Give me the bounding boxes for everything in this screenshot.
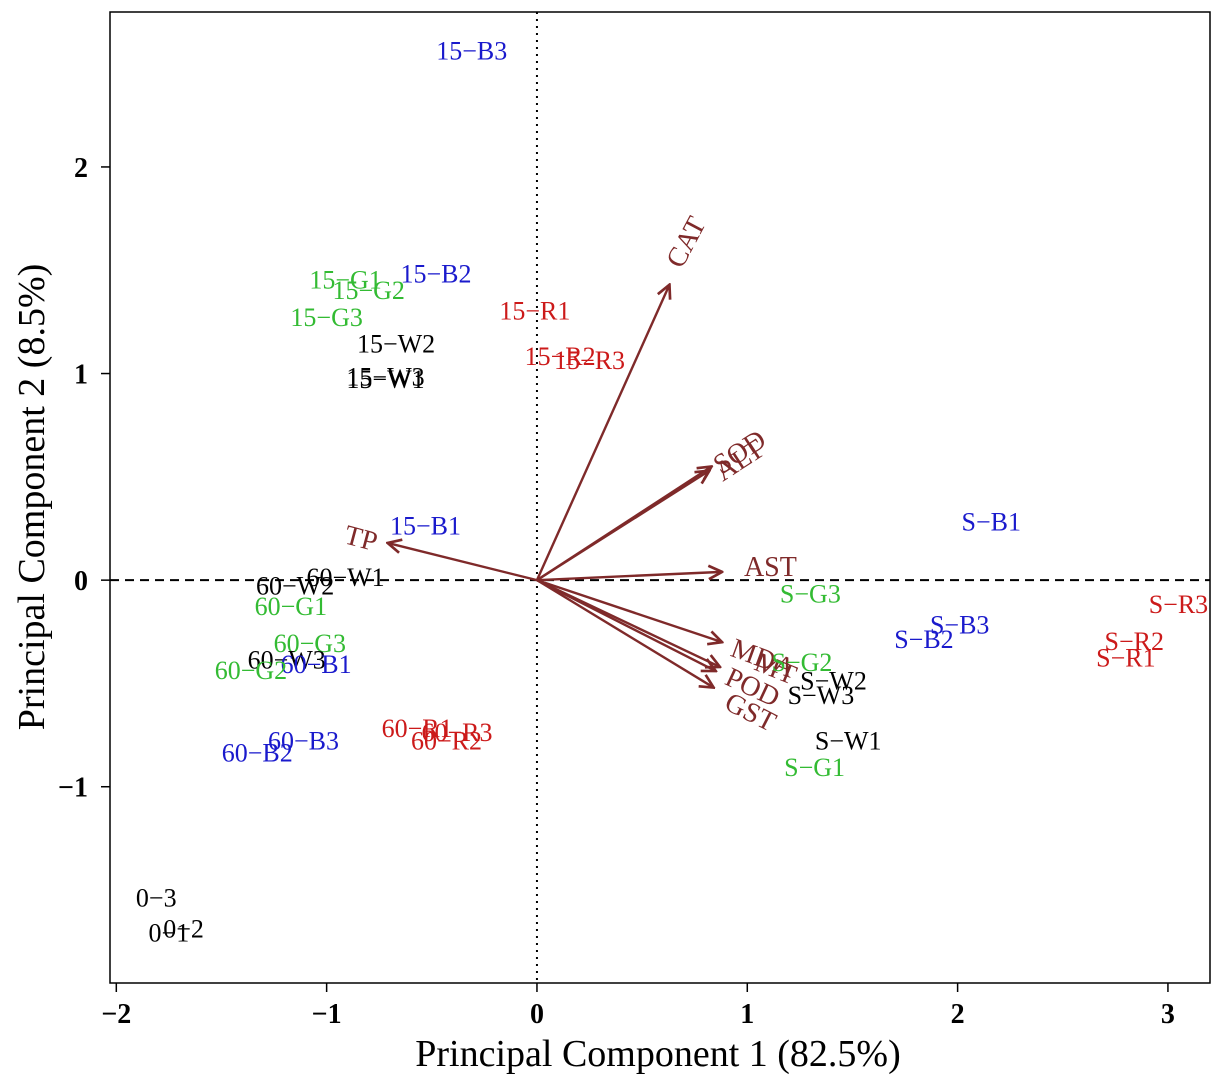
y-tick-label: 2 [74, 153, 88, 184]
sample-point-label: S−G2 [772, 648, 833, 677]
x-tick-label: 3 [1161, 999, 1175, 1030]
sample-point-label: 15−R1 [499, 297, 570, 326]
sample-point-label: 15−W1 [346, 365, 424, 394]
sample-point-label: 15−R2 [525, 342, 596, 371]
loading-arrow-mda [536, 579, 722, 642]
y-tick-label: −1 [58, 773, 88, 804]
loading-arrow-ast [536, 572, 722, 582]
plot-area: −2 −1 0 1 2 3−1012CATSODALTTPASTMDAMTPODGST15… [58, 11, 1211, 1030]
loading-arrow-alt [536, 471, 709, 582]
sample-point-label: 60−G1 [255, 592, 327, 621]
y-axis-title: Principal Component 2 (8.5%) [11, 264, 53, 730]
sample-point-label: 0−2 [163, 914, 204, 943]
sample-point-label: 15−B2 [400, 259, 471, 288]
loading-label-cat: CAT [660, 212, 712, 273]
sample-point-label: S−B1 [962, 507, 1021, 536]
sample-point-label: 15−B3 [436, 36, 507, 65]
x-tick-label: −1 [312, 999, 342, 1030]
x-tick-label: 0 [530, 999, 544, 1030]
loading-label-tp: TP [341, 520, 381, 558]
sample-point-label: S−R2 [1105, 627, 1164, 656]
sample-point-label: 60−B3 [268, 726, 339, 755]
sample-point-label: S−R1 [1096, 644, 1155, 673]
x-tick-label: 2 [951, 999, 965, 1030]
x-tick-label: −2 [101, 999, 131, 1030]
sample-point-label: 60−W2 [256, 571, 334, 600]
sample-point-label: S−W2 [800, 666, 867, 695]
sample-point-label: 15−G1 [309, 266, 381, 295]
sample-point-label: 60−R1 [382, 714, 453, 743]
sample-point-label: 60−B1 [281, 650, 352, 679]
loading-arrow-gst [536, 579, 714, 687]
sample-point-label: S−R3 [1149, 590, 1208, 619]
loading-arrow-pod [536, 579, 716, 671]
plot-frame [109, 11, 1211, 984]
sample-point-label: 60−W1 [306, 563, 384, 592]
sample-point-label: 0−1 [149, 918, 190, 947]
sample-point-label: 15−G2 [332, 276, 404, 305]
sample-point-label: S−G3 [780, 580, 841, 609]
loading-label-ast: AST [744, 552, 797, 583]
sample-point-label: 15−W2 [357, 330, 435, 359]
sample-point-label: 60−G3 [274, 629, 346, 658]
sample-point-label: S−B2 [894, 625, 953, 654]
sample-point-label: 0−3 [136, 883, 177, 912]
sample-point-label: S−W3 [788, 681, 855, 710]
sample-point-label: 60−B2 [222, 739, 293, 768]
sample-point-label: 15−B1 [390, 511, 461, 540]
sample-point-label: 60−G2 [215, 656, 287, 685]
sample-point-label: 60−R3 [422, 718, 493, 747]
sample-point-label: S−W1 [815, 726, 882, 755]
sample-point-label: 60−W3 [248, 646, 326, 675]
sample-point-label: S−B3 [930, 611, 989, 640]
sample-point-label: 15−W3 [346, 363, 424, 392]
sample-point-label: S−G1 [784, 753, 845, 782]
x-axis-title: Principal Component 1 (82.5%) [415, 1033, 900, 1075]
sample-point-label: 60−R2 [411, 726, 482, 755]
y-tick-label: 0 [74, 566, 88, 597]
sample-point-label: 15−G3 [290, 303, 362, 332]
y-tick-label: 1 [74, 360, 88, 391]
loading-arrow-tp [388, 543, 538, 582]
loading-arrow-cat [535, 285, 670, 581]
sample-point-label: 15−R3 [554, 346, 625, 375]
x-tick-label: 1 [740, 999, 754, 1030]
